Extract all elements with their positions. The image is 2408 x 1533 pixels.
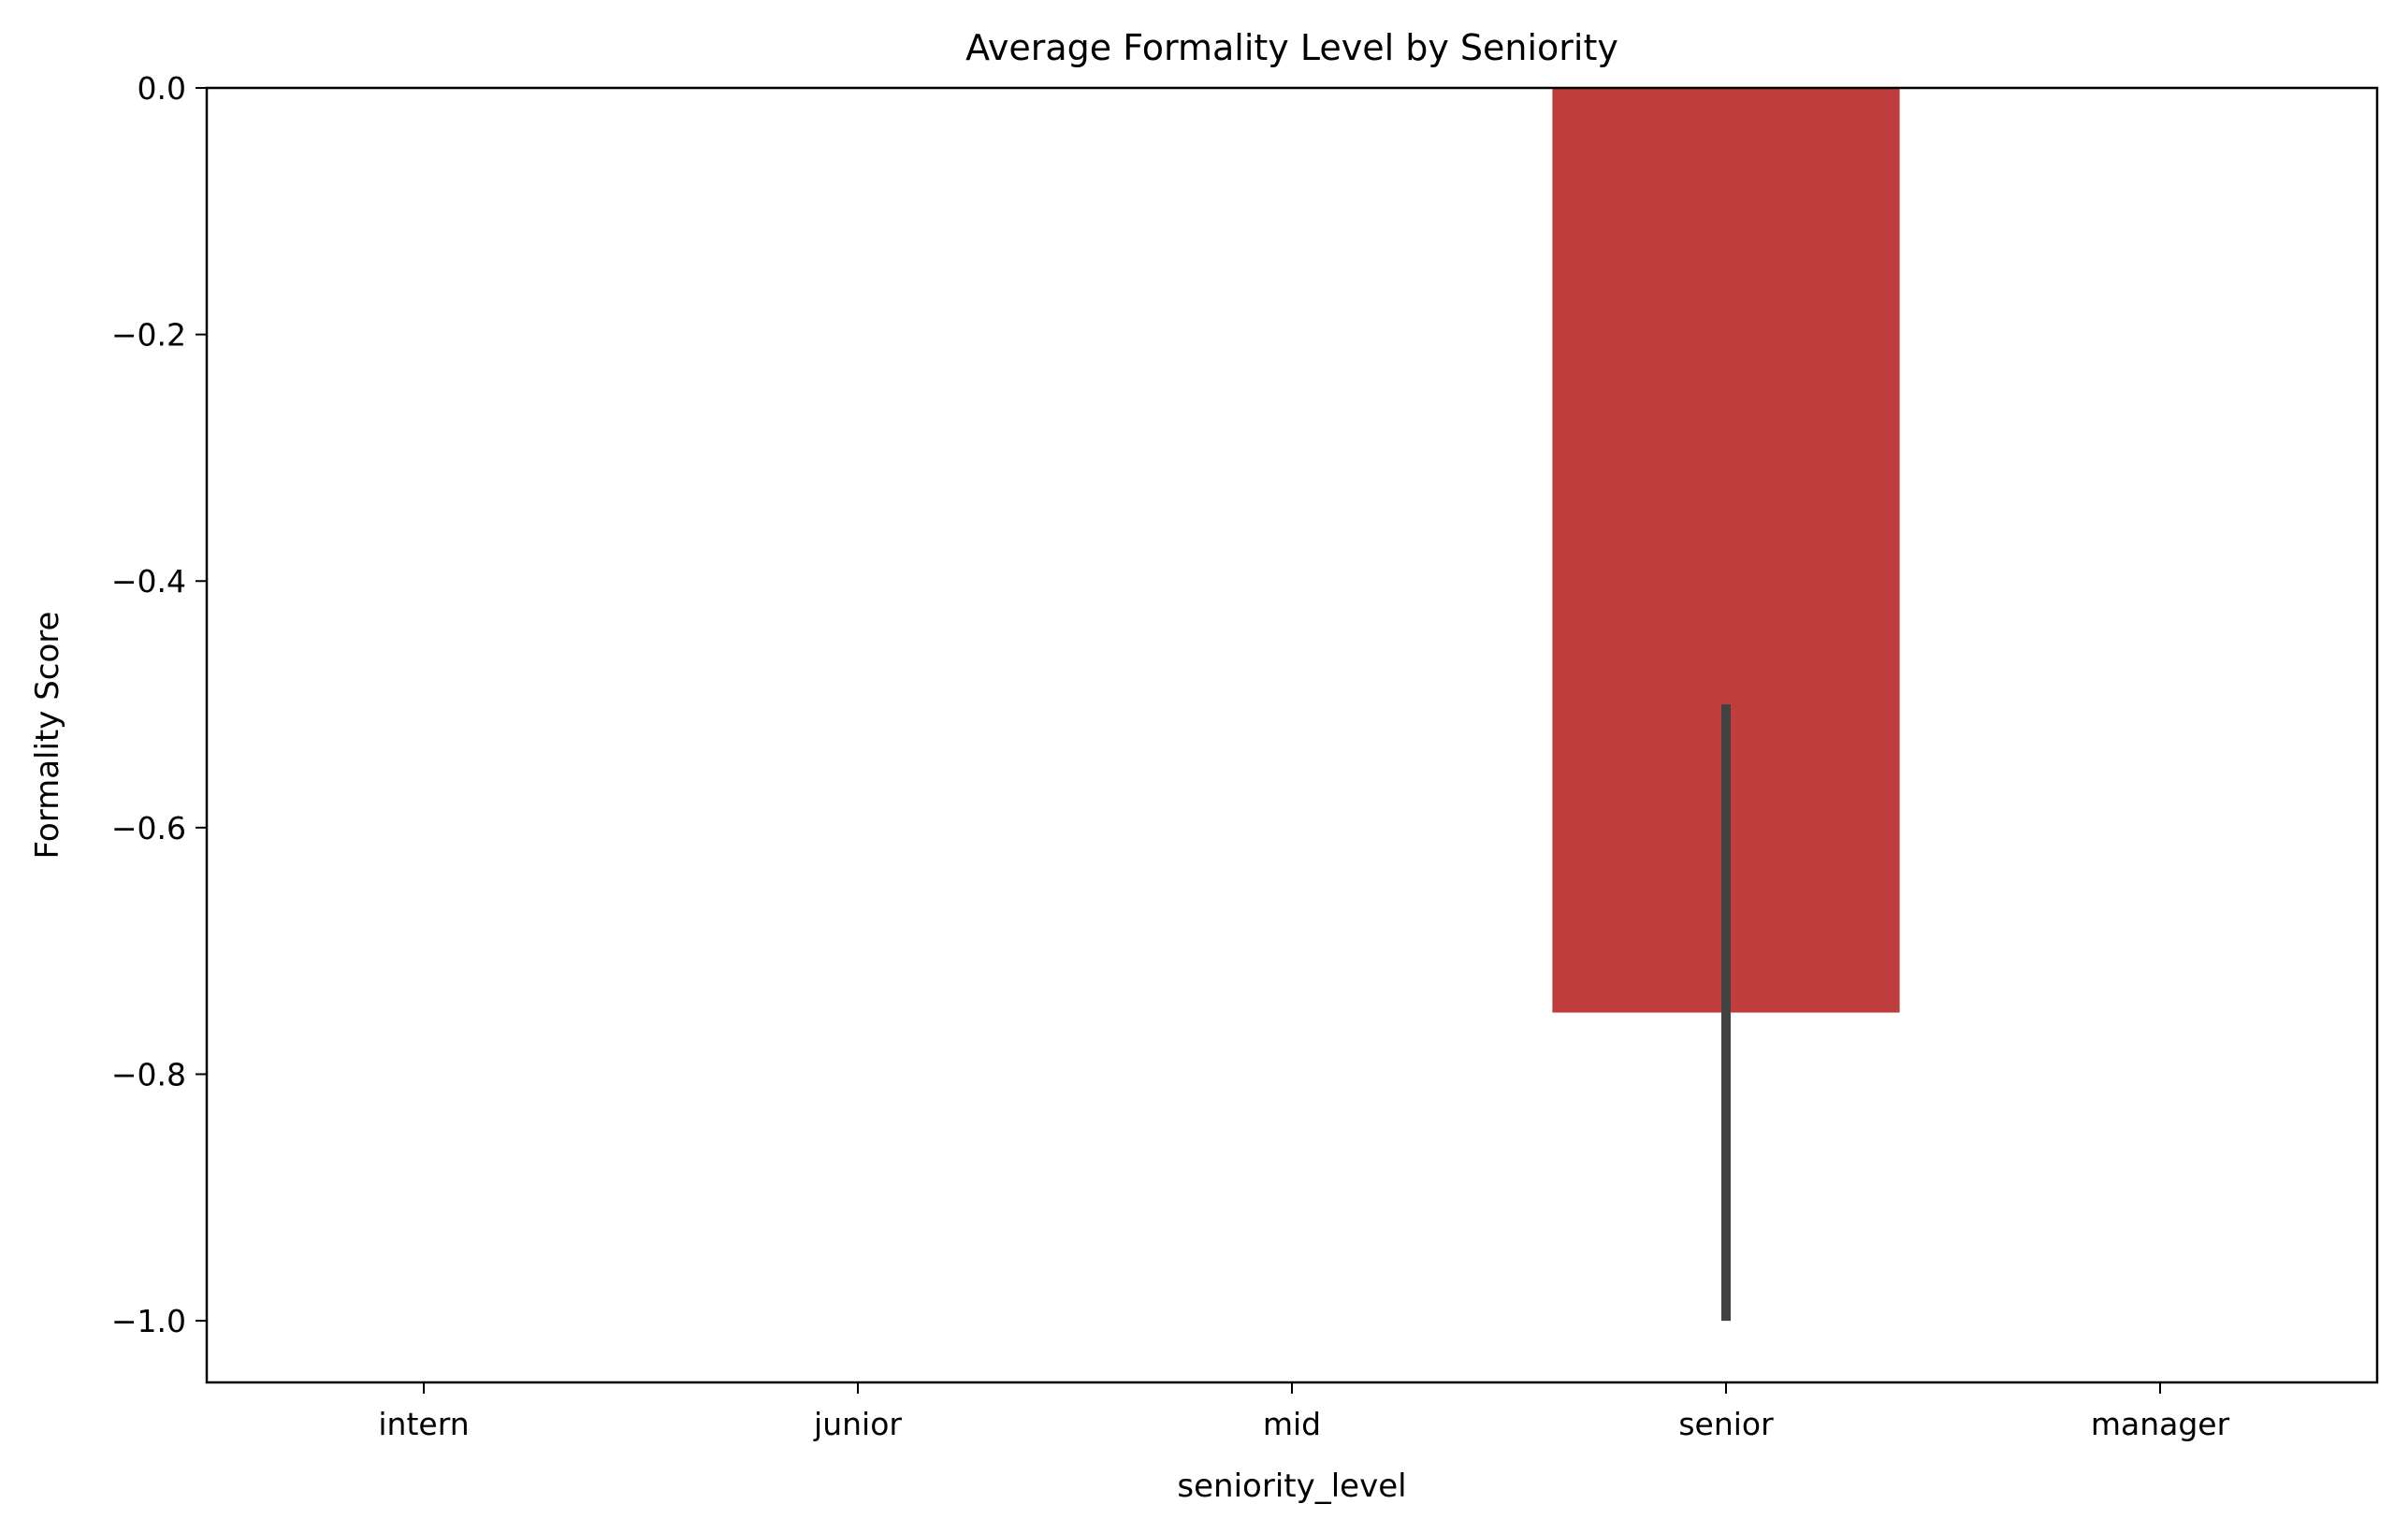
x-tick-label-junior: junior (813, 1406, 902, 1442)
y-tick-label: −0.6 (111, 810, 186, 846)
y-tick-label: −0.2 (111, 317, 186, 354)
x-tick-label-senior: senior (1678, 1406, 1774, 1442)
y-axis-label: Formality Score (29, 612, 66, 860)
y-tick-label: −0.4 (111, 563, 186, 600)
x-axis-ticks: intern junior mid senior manager (378, 1382, 2230, 1442)
y-tick-label: −0.8 (111, 1056, 186, 1092)
plot-frame (205, 86, 2379, 1384)
y-tick-label: 0.0 (138, 70, 186, 107)
x-tick-label-mid: mid (1263, 1406, 1321, 1442)
y-axis-ticks: 0.0 −0.2 −0.4 −0.6 −0.8 −1.0 (111, 70, 207, 1339)
chart-title: Average Formality Level by Seniority (965, 27, 1618, 68)
x-tick-label-manager: manager (2091, 1406, 2230, 1442)
x-axis-label: seniority_level (1177, 1468, 1406, 1505)
x-tick-label-intern: intern (378, 1406, 469, 1442)
y-tick-label: −1.0 (111, 1303, 186, 1339)
